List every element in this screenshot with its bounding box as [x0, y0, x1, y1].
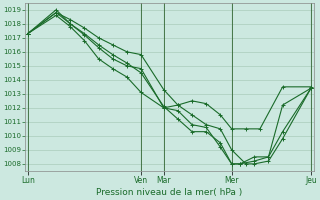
- X-axis label: Pression niveau de la mer( hPa ): Pression niveau de la mer( hPa ): [96, 188, 243, 197]
